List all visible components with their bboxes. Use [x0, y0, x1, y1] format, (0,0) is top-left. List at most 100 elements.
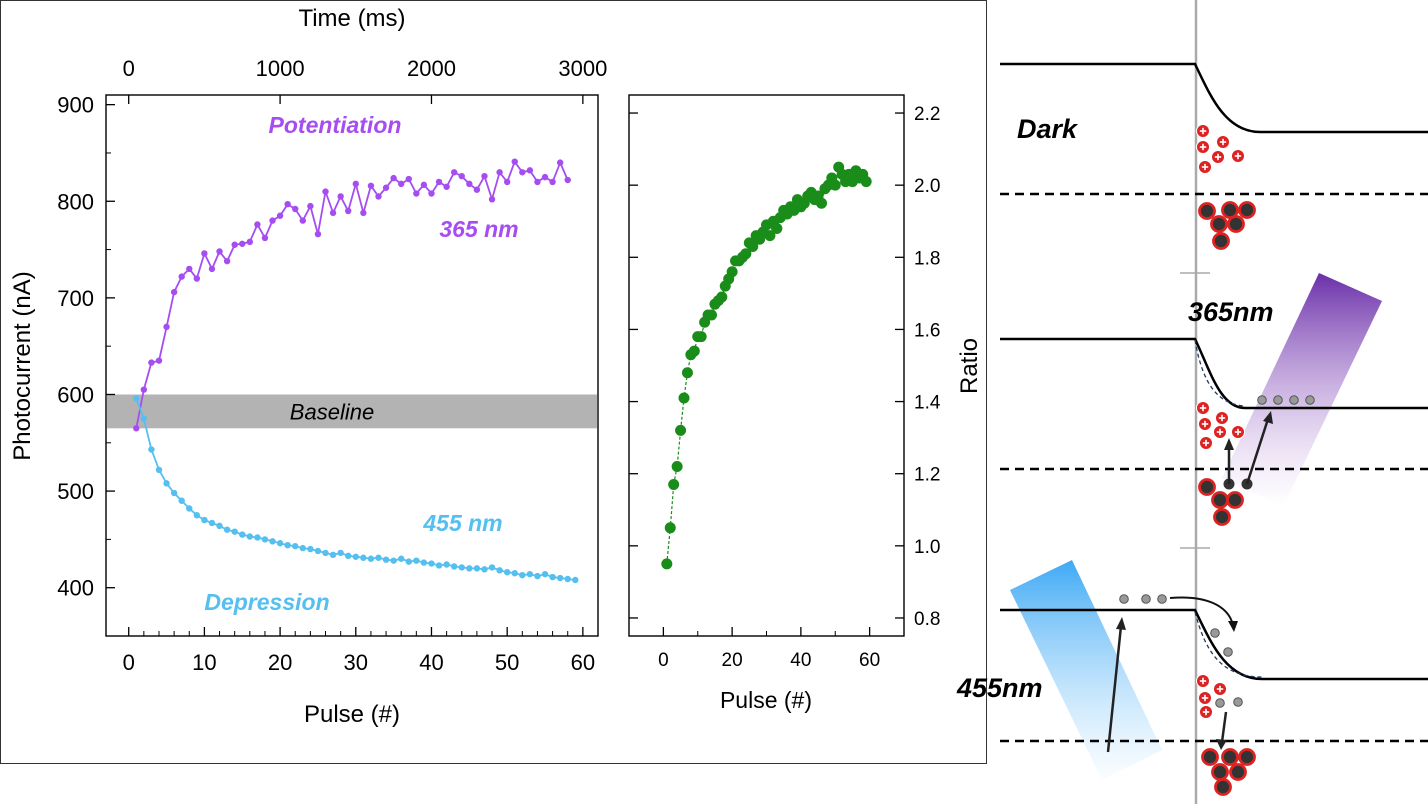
arrowhead-icon — [1228, 621, 1238, 632]
conduction-band-blue — [1000, 608, 1428, 681]
data-point — [239, 531, 246, 538]
data-point — [572, 576, 579, 584]
arrowhead-icon — [1216, 739, 1227, 750]
data-point — [661, 558, 673, 570]
y-tick-label-b: 1.6 — [914, 320, 940, 341]
data-point — [681, 367, 693, 379]
data-point — [511, 570, 518, 577]
y-tick-label-a: 800 — [57, 189, 94, 214]
data-point — [254, 221, 261, 228]
top-axis-a: 0 1000 2000 3000 — [123, 56, 607, 104]
data-point — [246, 533, 254, 540]
data-point — [261, 536, 269, 543]
data-point — [556, 159, 564, 166]
arrowhead-icon — [1116, 617, 1126, 630]
data-point — [526, 167, 534, 174]
data-point — [420, 181, 428, 189]
chart-panel-border — [0, 0, 987, 764]
data-point — [829, 179, 841, 191]
x-axis-a: 0 10 20 30 40 50 60 — [123, 627, 595, 675]
data-point — [450, 169, 458, 176]
data-point — [223, 257, 231, 265]
data-point — [541, 173, 549, 181]
electron-icon — [1141, 594, 1151, 604]
data-point — [337, 549, 344, 557]
y-tick-label-b: 1.4 — [914, 393, 941, 414]
blue-state: 455nm — [956, 560, 1428, 796]
dark-label: Dark — [1017, 114, 1079, 144]
electron-icon — [1157, 594, 1167, 604]
x-tick-label-b: 60 — [859, 650, 880, 671]
data-point — [322, 188, 329, 195]
data-point — [292, 205, 299, 213]
data-point — [360, 209, 367, 217]
excitation-arrow-2 — [1245, 418, 1270, 485]
data-point — [706, 309, 717, 321]
data-point — [496, 169, 503, 176]
baseline-label: Baseline — [290, 399, 374, 424]
data-point — [556, 574, 564, 582]
data-point — [367, 555, 375, 562]
data-point — [481, 566, 488, 573]
electron-icon — [1273, 395, 1283, 405]
x-tick-label-a: 30 — [344, 650, 368, 675]
neutral-defect-icon — [1213, 508, 1231, 526]
electron-icon — [1210, 628, 1220, 638]
data-point — [170, 489, 178, 497]
neutral-defect-icon — [1198, 202, 1216, 220]
neutral-defect-icon — [1201, 748, 1219, 766]
data-point — [764, 230, 776, 242]
data-point — [193, 275, 201, 282]
data-point — [771, 222, 783, 234]
y-tick-label-b: 1.2 — [914, 465, 940, 486]
data-point — [726, 266, 738, 278]
data-point — [375, 554, 382, 561]
data-point — [314, 547, 322, 555]
y-tick-label-b: 2.2 — [914, 104, 940, 125]
data-point — [133, 425, 140, 432]
series-layer-a — [133, 158, 579, 584]
y-tick-label-b: 2.0 — [914, 176, 940, 197]
data-point — [519, 169, 526, 176]
data-point — [503, 569, 511, 576]
data-point — [413, 557, 420, 564]
data-point — [481, 172, 488, 180]
uv-label: 365nm — [1188, 297, 1274, 327]
top-axis-title: Time (ms) — [298, 5, 405, 32]
data-point — [511, 158, 518, 165]
data-point — [675, 424, 687, 436]
x-tick-label-a: 20 — [268, 650, 292, 675]
data-point — [740, 248, 752, 260]
conduction-band-uv — [1000, 337, 1428, 410]
data-point — [671, 460, 683, 472]
data-point — [466, 565, 473, 572]
data-point — [140, 386, 148, 393]
electron-icon — [1223, 647, 1233, 657]
data-point — [337, 193, 344, 200]
neutral-defect-icon — [1238, 748, 1256, 766]
y-tick-label-a: 500 — [57, 479, 94, 504]
neutral-defect-icon — [1226, 491, 1244, 509]
data-point — [413, 190, 420, 197]
dark-state: Dark — [1000, 62, 1428, 250]
y-tick-label-b: 1.0 — [914, 537, 940, 558]
data-point — [678, 392, 690, 404]
electron-icon — [1119, 594, 1129, 604]
data-point — [367, 182, 375, 190]
data-point — [299, 544, 306, 552]
wavelength-455-label: 455 nm — [422, 510, 502, 536]
neutral-defect-icon — [1229, 763, 1247, 781]
excitation-arrow-3 — [1106, 625, 1123, 753]
blue-label: 455nm — [956, 673, 1043, 703]
data-point — [473, 186, 481, 193]
recombination-arrow — [1220, 711, 1228, 743]
data-point — [390, 557, 397, 564]
data-point — [466, 180, 473, 188]
blue-light-beam — [1010, 560, 1162, 780]
depression-label: Depression — [204, 589, 329, 615]
arrowhead-icon — [1263, 411, 1273, 424]
y-axis-title-a: Photocurrent (nA) — [9, 271, 36, 460]
y-axis-a: 400 500 600 700 800 900 — [57, 93, 115, 637]
neutral-defect-icon — [1210, 215, 1228, 233]
